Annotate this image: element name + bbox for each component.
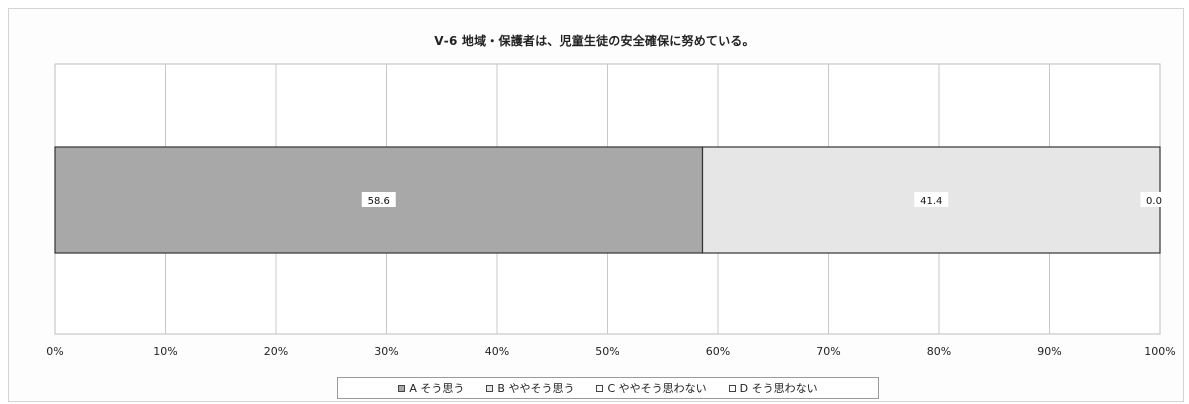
chart-title: Ⅴ-6 地域・保護者は、児童生徒の安全確保に努めている。 bbox=[434, 34, 755, 48]
legend-label-a: A そう思う bbox=[409, 382, 465, 395]
data-label-bg-2 bbox=[1140, 192, 1168, 207]
legend-swatch-d bbox=[728, 384, 736, 392]
x-tick-label-6: 60% bbox=[706, 345, 730, 358]
data-labels: 58.6 41.4 0.0 bbox=[361, 192, 1168, 207]
x-tick-label-3: 30% bbox=[374, 345, 398, 358]
data-label-bg-0 bbox=[361, 192, 396, 207]
x-tick-label-7: 70% bbox=[816, 345, 840, 358]
x-tick-label-1: 10% bbox=[153, 345, 177, 358]
legend-item-c: C ややそう思わない bbox=[596, 380, 707, 396]
legend-swatch-c bbox=[596, 384, 604, 392]
data-label-0: 58.6 bbox=[368, 196, 390, 207]
data-label-bg-1 bbox=[914, 192, 949, 207]
data-label-1: 41.4 bbox=[920, 196, 942, 207]
x-tick-label-4: 40% bbox=[485, 345, 509, 358]
x-tick-labels: 0% 10% 20% 30% 40% 50% 60% 70% 80% 90% 100% bbox=[46, 345, 1175, 358]
legend-label-c: C ややそう思わない bbox=[607, 382, 707, 395]
x-tick-label-10: 100% bbox=[1144, 345, 1175, 358]
legend-label-d: D そう思わない bbox=[739, 382, 818, 395]
legend-swatch-a bbox=[398, 384, 406, 392]
legend-swatch-b bbox=[486, 384, 494, 392]
x-tick-label-2: 20% bbox=[264, 345, 288, 358]
x-tick-label-9: 90% bbox=[1037, 345, 1061, 358]
x-tick-label-5: 50% bbox=[595, 345, 619, 358]
x-tick-label-8: 80% bbox=[927, 345, 951, 358]
legend-label-b: B ややそう思う bbox=[497, 382, 575, 395]
x-tick-label-0: 0% bbox=[46, 345, 63, 358]
legend-item-b: B ややそう思う bbox=[486, 380, 574, 396]
legend-item-d: D そう思わない bbox=[728, 380, 818, 396]
legend-item-a: A そう思う bbox=[398, 380, 464, 396]
bar-group bbox=[54, 146, 1161, 254]
legend: A そう思う B ややそう思う C ややそう思わない D そう思わない bbox=[337, 377, 879, 399]
data-label-2: 0.0 bbox=[1146, 196, 1162, 207]
